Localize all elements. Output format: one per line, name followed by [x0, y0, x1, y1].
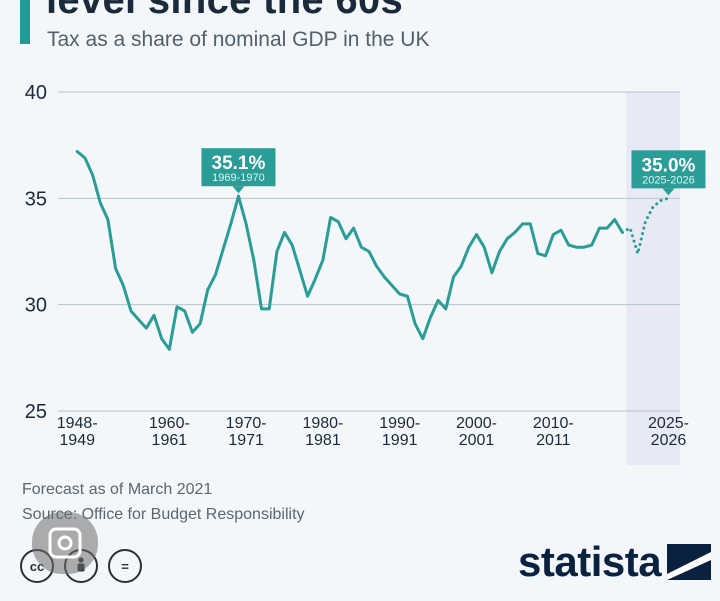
forecast-band: [626, 92, 680, 465]
x-tick-label: 1949: [59, 432, 95, 449]
x-tick-label: 1980-: [302, 415, 343, 432]
title-accent-bar: [20, 0, 30, 44]
lens-icon: [48, 527, 82, 559]
x-tick-label: 2010-: [533, 415, 574, 432]
historical-series-line: [75, 150, 624, 351]
source-note: Source: Office for Budget Responsibility: [22, 506, 305, 523]
y-tick-label: 35: [25, 188, 47, 210]
chart-title: level since the 60s: [46, 0, 404, 22]
x-tick-label: 2000-: [456, 415, 497, 432]
x-tick-label: 1981: [305, 432, 341, 449]
annotation-box: [631, 150, 706, 189]
annotation-pointer: [232, 186, 245, 194]
nd-icon[interactable]: =: [108, 549, 142, 583]
x-tick-label: 1970-: [226, 415, 267, 432]
statista-wordmark: statista: [518, 538, 662, 585]
x-tick-label: 1961: [152, 432, 188, 449]
statista-mark-icon: [667, 544, 712, 580]
x-tick-label: 2026: [651, 432, 687, 449]
x-tick-label: 1960-: [149, 415, 190, 432]
statista-logo[interactable]: statista: [518, 538, 712, 586]
y-tick-label: 25: [25, 401, 47, 423]
y-tick-label: 40: [25, 82, 47, 104]
x-tick-label: 2001: [459, 432, 495, 449]
image-search-lens-overlay[interactable]: [32, 512, 98, 574]
annotation-pointer: [662, 188, 675, 196]
chart-subtitle: Tax as a share of nominal GDP in the UK: [47, 28, 430, 51]
forecast-series-line: [620, 196, 670, 256]
nd-icon-label: =: [121, 558, 129, 574]
annotation-value: 35.1%: [212, 153, 266, 174]
annotation-period: 1969-1970: [212, 172, 265, 184]
line-chart: 40 35 30 25 1948-1949 1960-1961 1970-1971 1980-…: [25, 82, 706, 465]
x-tick-label: 1990-: [379, 415, 420, 432]
forecast-note: Forecast as of March 2021: [22, 481, 213, 498]
y-tick-label: 30: [25, 295, 47, 317]
annotation-box: [201, 148, 276, 187]
x-tick-label: 1991: [382, 432, 418, 449]
x-tick-label: 2011: [536, 432, 571, 449]
annotation-period: 2025-2026: [642, 174, 695, 186]
x-tick-label: 1948-: [57, 415, 98, 432]
annotation-value: 35.0%: [642, 155, 696, 176]
x-tick-label: 2025-: [648, 415, 689, 432]
x-tick-label: 1971: [228, 432, 264, 449]
